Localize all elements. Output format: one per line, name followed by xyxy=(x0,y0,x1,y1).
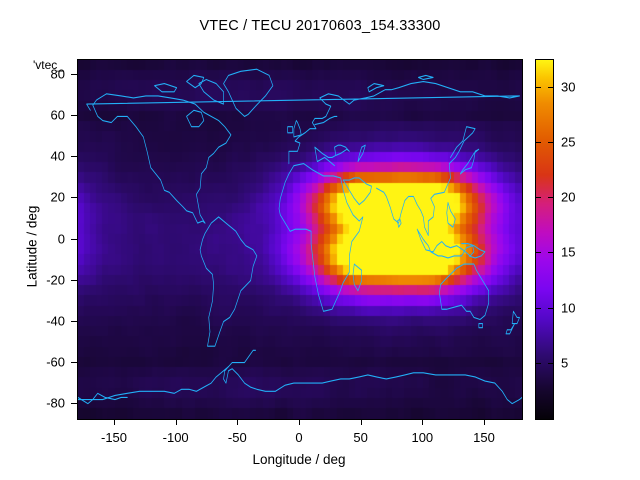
colorbar-tick-label: 30 xyxy=(561,79,576,95)
colorbar-tick-mark xyxy=(536,307,541,309)
colorbar-tick-mark xyxy=(536,197,541,199)
colorbar-tick-label: 20 xyxy=(561,189,576,205)
y-tick-mark xyxy=(71,197,77,199)
y-tick-label: 0 xyxy=(57,231,65,246)
x-tick-mark xyxy=(175,419,177,425)
x-axis-title: Longitude / deg xyxy=(252,452,346,467)
colorbar-gradient xyxy=(536,60,553,419)
colorbar-tick-mark xyxy=(548,197,553,199)
corner-annotation: 'vtec_ xyxy=(33,58,64,72)
y-tick-label: 60 xyxy=(50,107,65,123)
y-tick-mark xyxy=(71,361,77,363)
y-tick-mark xyxy=(71,238,77,240)
x-tick-label: 50 xyxy=(353,430,368,445)
colorbar-tick-mark xyxy=(548,252,553,254)
vtec-field-canvas xyxy=(78,60,522,419)
y-tick-label: 80 xyxy=(50,66,65,82)
colorbar-tick-mark xyxy=(536,141,541,143)
y-axis-title: Latitude / deg xyxy=(24,205,40,288)
x-tick-mark xyxy=(114,419,115,425)
y-tick-label: 20 xyxy=(50,189,65,205)
x-tick-mark xyxy=(484,419,485,425)
colorbar-tick-mark xyxy=(536,252,541,254)
x-tick-mark xyxy=(299,419,300,425)
vtec-heatmap-plot xyxy=(77,59,523,420)
x-tick-label: -100 xyxy=(162,430,189,445)
y-tick-mark xyxy=(71,156,77,158)
colorbar-tick-mark xyxy=(548,141,553,143)
colorbar-tick-label: 15 xyxy=(561,244,576,260)
y-tick-mark xyxy=(71,279,77,281)
x-tick-label: 0 xyxy=(295,430,303,445)
x-tick-label: -150 xyxy=(100,430,128,445)
x-tick-label: 100 xyxy=(411,430,434,445)
x-tick-label: 150 xyxy=(473,430,495,445)
y-tick-mark xyxy=(71,320,77,322)
y-tick-label: -60 xyxy=(46,354,65,370)
y-tick-label: -80 xyxy=(46,395,65,411)
colorbar-tick-mark xyxy=(548,86,553,88)
x-tick-mark xyxy=(422,419,424,425)
colorbar xyxy=(535,59,554,420)
colorbar-tick-mark xyxy=(536,362,541,364)
y-tick-label: -20 xyxy=(46,272,65,288)
y-tick-mark xyxy=(71,115,77,117)
y-tick-mark xyxy=(71,74,77,76)
x-tick-label: -50 xyxy=(227,430,247,445)
y-tick-label: -40 xyxy=(46,313,65,329)
colorbar-tick-mark xyxy=(548,307,553,309)
y-tick-label: 40 xyxy=(50,148,65,164)
colorbar-tick-label: 25 xyxy=(561,134,576,150)
y-tick-mark xyxy=(71,402,77,404)
x-tick-mark xyxy=(360,419,362,425)
page-title: VTEC / TECU 20170603_154.33300 xyxy=(199,18,441,34)
colorbar-tick-mark xyxy=(548,362,553,364)
colorbar-tick-label: 5 xyxy=(561,355,569,371)
colorbar-tick-label: 10 xyxy=(561,300,576,316)
x-tick-mark xyxy=(237,419,239,425)
colorbar-tick-mark xyxy=(536,86,541,88)
